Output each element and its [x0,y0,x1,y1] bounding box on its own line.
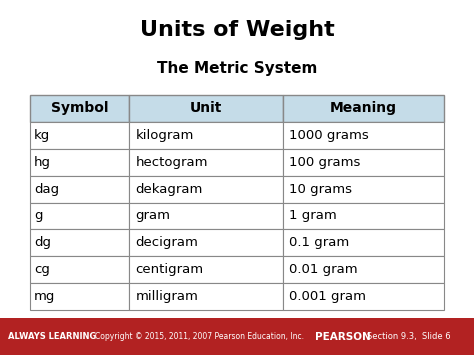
Text: milligram: milligram [136,290,198,303]
Bar [30,95,129,122]
Text: 0.001 gram: 0.001 gram [289,290,366,303]
Text: Units of Weight: Units of Weight [140,20,334,40]
Text: gram: gram [136,209,171,223]
Text: ALWAYS LEARNING: ALWAYS LEARNING [8,332,96,341]
Bar [283,176,444,202]
Bar [283,229,444,256]
Text: 1 gram: 1 gram [289,209,337,223]
Bar [129,256,283,283]
Text: 10 grams: 10 grams [289,182,352,196]
Bar [30,176,129,202]
Bar [129,283,283,310]
Text: g: g [34,209,43,223]
Text: 100 grams: 100 grams [289,156,360,169]
Text: 1000 grams: 1000 grams [289,129,369,142]
Bar [129,229,283,256]
Text: Unit: Unit [190,102,222,115]
Text: cg: cg [34,263,50,276]
Bar [30,202,129,229]
Text: Meaning: Meaning [330,102,397,115]
Text: kg: kg [34,129,50,142]
Text: dg: dg [34,236,51,249]
Text: The Metric System: The Metric System [157,60,317,76]
Text: 0.1 gram: 0.1 gram [289,236,349,249]
Text: Symbol: Symbol [51,102,109,115]
Text: hg: hg [34,156,51,169]
Bar [129,176,283,202]
Bar [30,229,129,256]
Bar [30,256,129,283]
Text: hectogram: hectogram [136,156,208,169]
Bar [30,149,129,176]
Bar [283,202,444,229]
Bar [30,283,129,310]
Text: dekagram: dekagram [136,182,203,196]
Text: dag: dag [34,182,59,196]
Text: mg: mg [34,290,55,303]
Bar [0,318,474,355]
Bar [283,149,444,176]
Text: Section 9.3,  Slide 6: Section 9.3, Slide 6 [367,332,451,341]
Bar [129,122,283,149]
Bar [283,95,444,122]
Bar [283,256,444,283]
Bar [283,283,444,310]
Text: PEARSON: PEARSON [315,332,371,342]
Text: kilogram: kilogram [136,129,194,142]
Bar [129,149,283,176]
Text: decigram: decigram [136,236,198,249]
Bar [30,122,129,149]
Bar [129,202,283,229]
Text: centigram: centigram [136,263,204,276]
Bar [129,95,283,122]
Text: Copyright © 2015, 2011, 2007 Pearson Education, Inc.: Copyright © 2015, 2011, 2007 Pearson Edu… [95,332,303,341]
Text: 0.01 gram: 0.01 gram [289,263,357,276]
Bar [283,122,444,149]
